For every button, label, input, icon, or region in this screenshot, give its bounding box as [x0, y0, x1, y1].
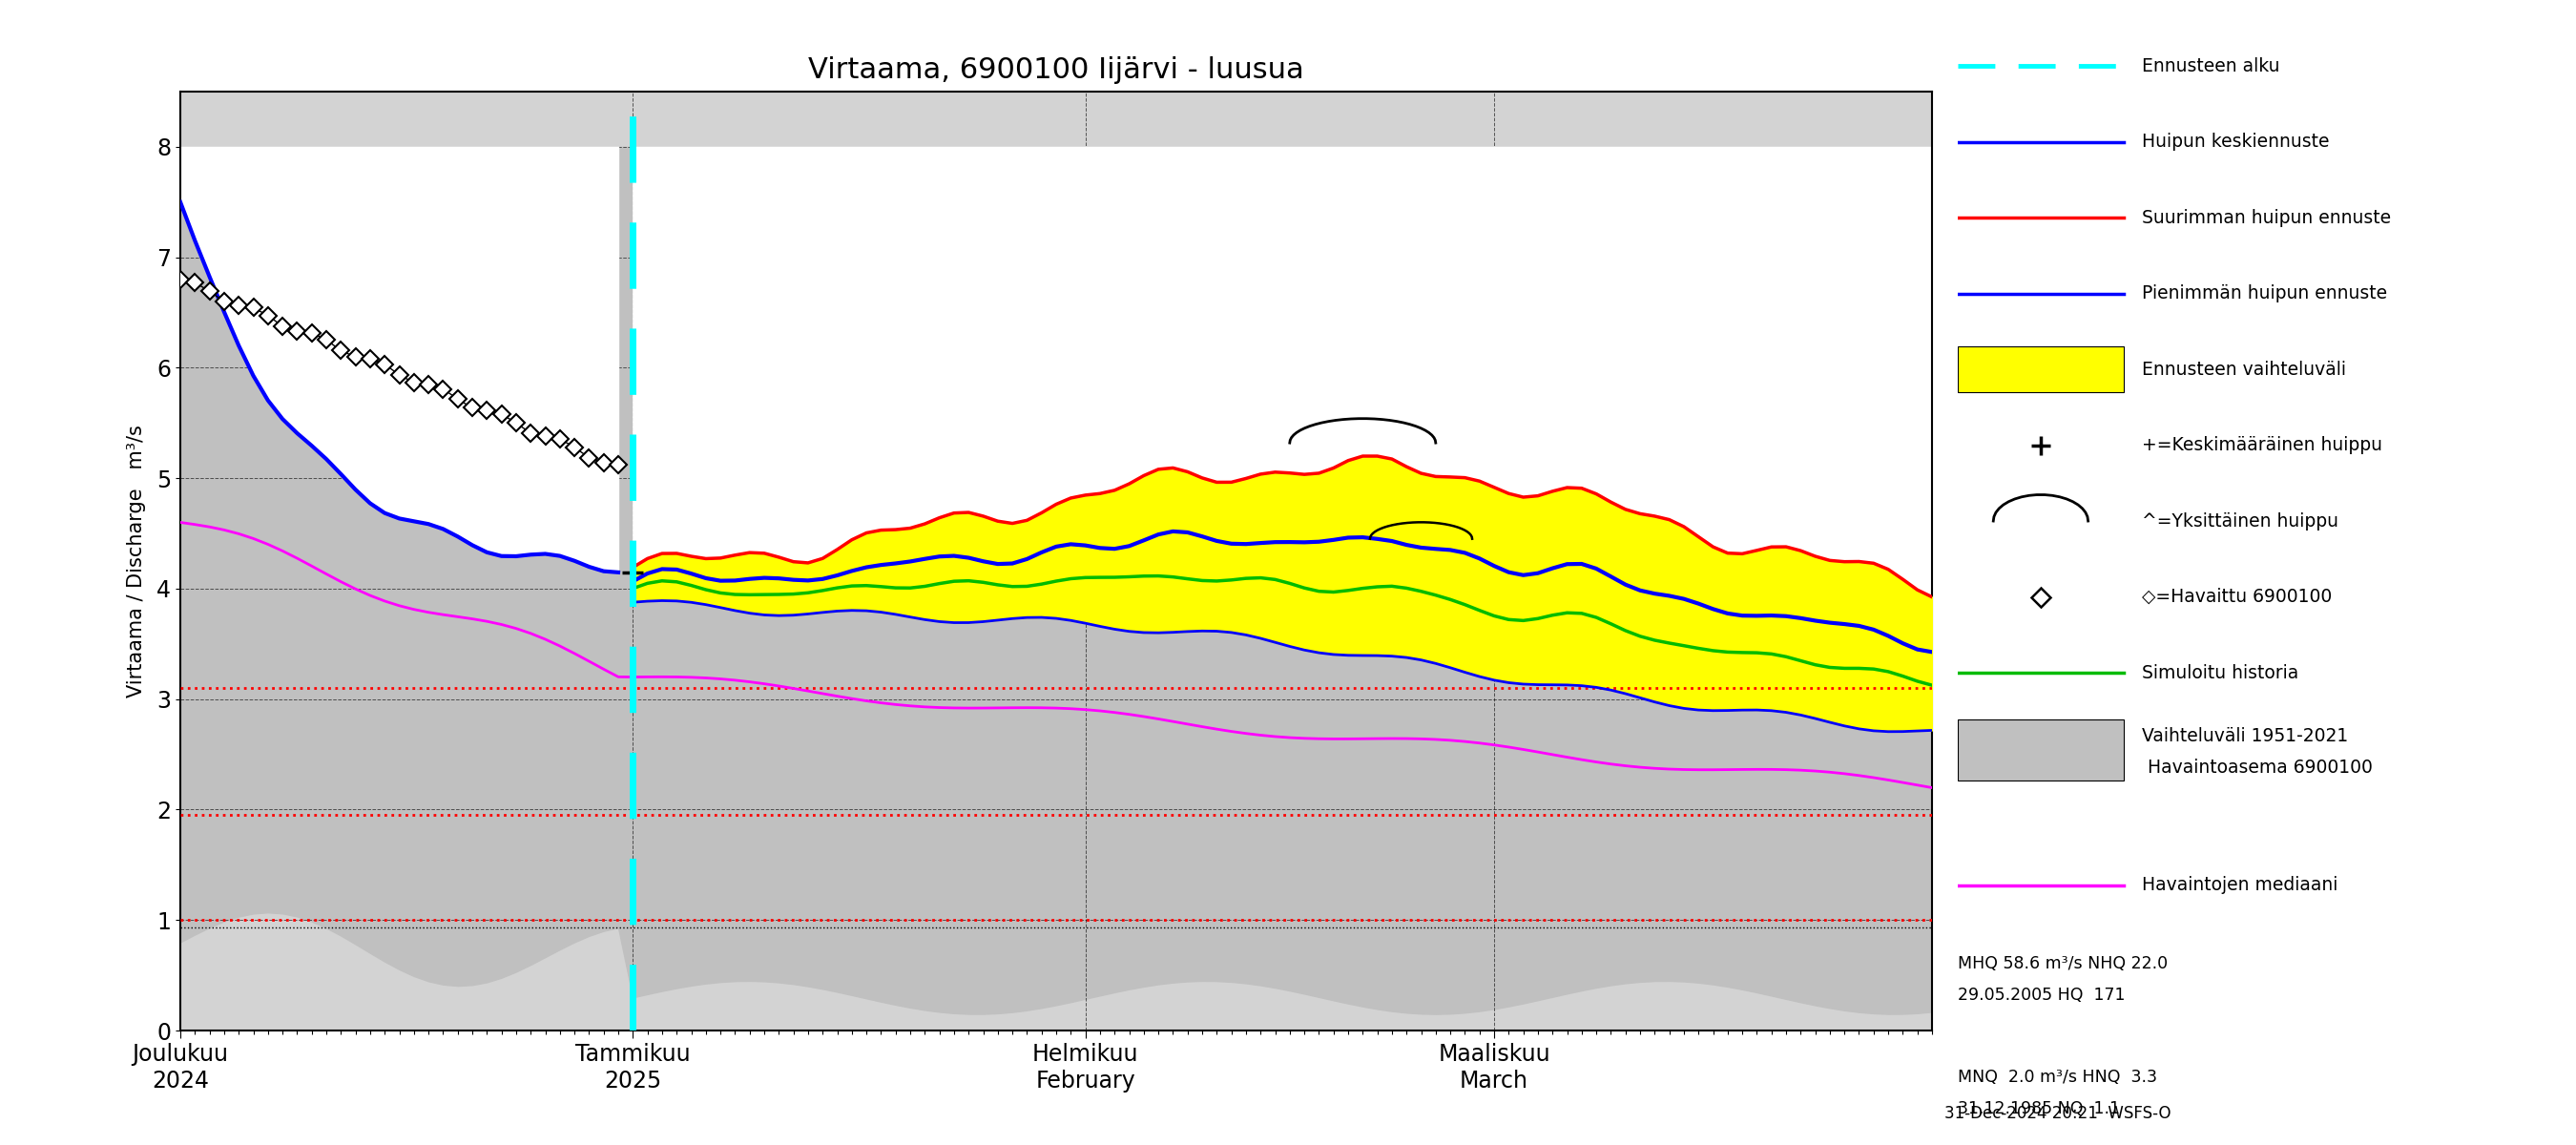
Text: Ennusteen vaihteluväli: Ennusteen vaihteluväli	[2141, 361, 2347, 378]
Bar	[1958, 346, 2123, 393]
Text: ^=Yksittäinen huippu: ^=Yksittäinen huippu	[2141, 512, 2339, 530]
Text: Ennusteen alku: Ennusteen alku	[2141, 57, 2280, 76]
Text: 31-Dec-2024 20:21  WSFS-O: 31-Dec-2024 20:21 WSFS-O	[1945, 1105, 2172, 1122]
Text: Huipun keskiennuste: Huipun keskiennuste	[2141, 133, 2329, 151]
Text: ◇=Havaittu 6900100: ◇=Havaittu 6900100	[2141, 587, 2331, 606]
Title: Virtaama, 6900100 Iijärvi - luusua: Virtaama, 6900100 Iijärvi - luusua	[809, 56, 1303, 84]
Text: 29.05.2005 HQ  171: 29.05.2005 HQ 171	[1958, 987, 2125, 1004]
Text: Havaintoasema 6900100: Havaintoasema 6900100	[2141, 758, 2372, 776]
Text: MHQ 58.6 m³/s NHQ 22.0: MHQ 58.6 m³/s NHQ 22.0	[1958, 955, 2169, 972]
Text: Vaihteluväli 1951-2021: Vaihteluväli 1951-2021	[2141, 727, 2347, 745]
Text: +=Keskimääräinen huippu: +=Keskimääräinen huippu	[2141, 436, 2383, 455]
Text: Suurimman huipun ennuste: Suurimman huipun ennuste	[2141, 208, 2391, 227]
Text: MNQ  2.0 m³/s HNQ  3.3: MNQ 2.0 m³/s HNQ 3.3	[1958, 1068, 2156, 1085]
Bar	[1958, 719, 2123, 780]
Y-axis label: Virtaama / Discharge   m³/s: Virtaama / Discharge m³/s	[126, 425, 147, 697]
Text: Simuloitu historia: Simuloitu historia	[2141, 664, 2298, 681]
Text: Pienimmän huipun ennuste: Pienimmän huipun ennuste	[2141, 284, 2388, 302]
Text: Havaintojen mediaani: Havaintojen mediaani	[2141, 876, 2336, 894]
Text: 31.12.1985 NQ  1.1: 31.12.1985 NQ 1.1	[1958, 1100, 2120, 1118]
